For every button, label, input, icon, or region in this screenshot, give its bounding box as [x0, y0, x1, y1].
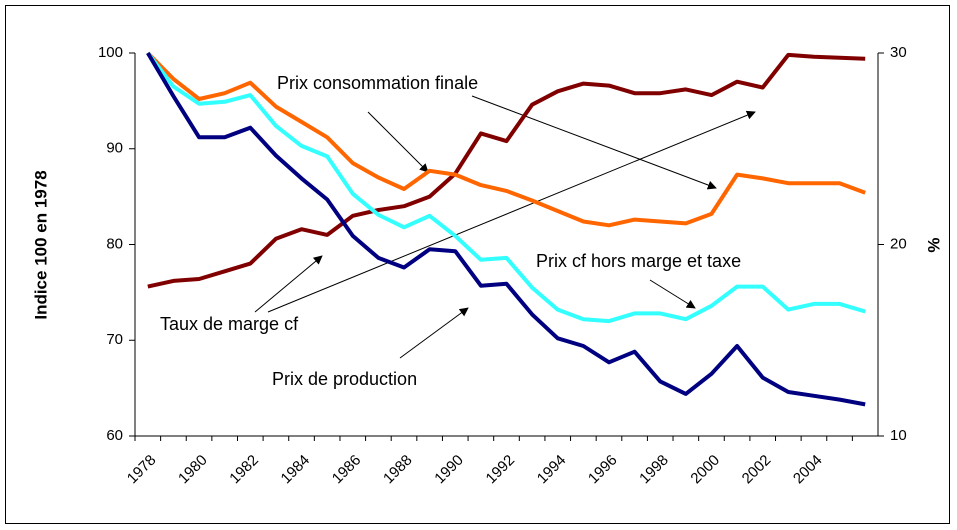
y-tick-label: 70 — [106, 331, 123, 348]
y2-axis-label: % — [924, 237, 943, 252]
y2-tick-label: 30 — [890, 44, 907, 61]
line-series — [146, 51, 866, 407]
arrow — [367, 111, 429, 173]
arrow — [254, 255, 323, 313]
y-tick-label: 100 — [98, 44, 123, 61]
series-label: Taux de marge cf — [160, 314, 299, 334]
series-label: Prix consommation finale — [277, 73, 478, 93]
arrow — [267, 110, 756, 313]
y-tick-label: 90 — [106, 140, 123, 157]
series-label: Prix de production — [272, 369, 417, 389]
y-tick-label: 60 — [106, 427, 123, 444]
y-tick-label: 80 — [106, 235, 123, 252]
line-series — [146, 51, 866, 324]
y2-tick-label: 20 — [890, 235, 907, 252]
y2-tick-label: 10 — [890, 427, 907, 444]
arrow — [649, 279, 696, 309]
line-series — [146, 51, 866, 228]
series-label: Prix cf hors marge et taxe — [536, 251, 741, 271]
arrow — [471, 95, 717, 190]
annotation-arrows — [254, 95, 756, 359]
chart-border — [5, 5, 950, 524]
line-series — [147, 52, 866, 289]
arrow — [399, 307, 469, 359]
y-axis-label: Indice 100 en 1978 — [31, 170, 50, 319]
